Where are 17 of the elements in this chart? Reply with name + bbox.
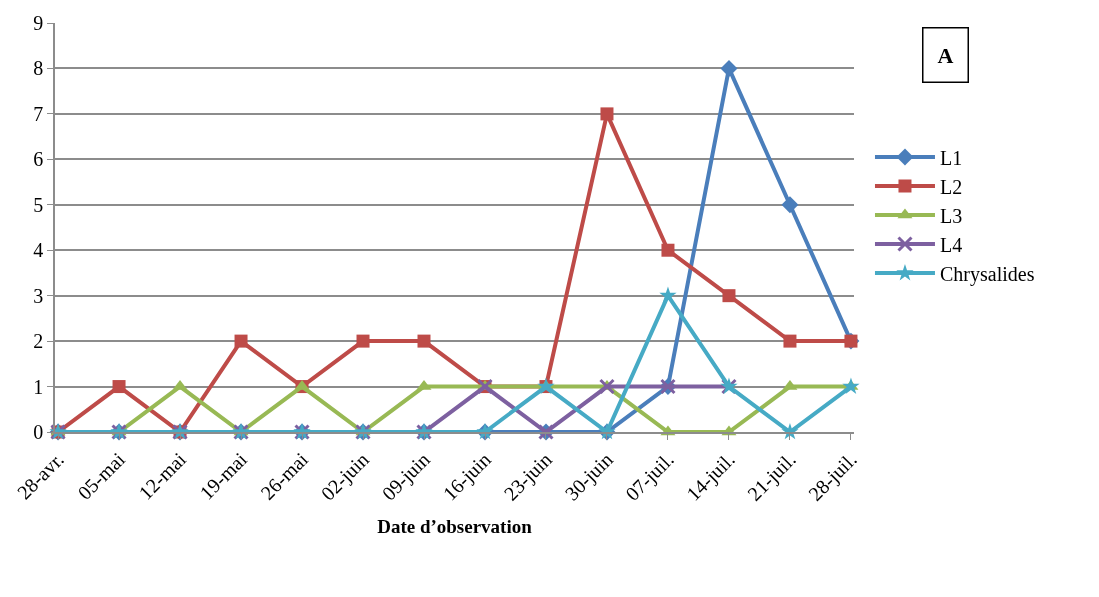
text: A: [937, 42, 954, 68]
legend-label: Chrysalides: [939, 262, 1035, 286]
y-tick-label: 0: [33, 421, 44, 443]
x-axis-title: Date d’observation: [377, 515, 533, 537]
y-tick-label: 1: [33, 375, 44, 398]
y-tick-label: 5: [33, 193, 44, 216]
y-tick-label: 8: [33, 57, 44, 80]
y-tick-label: 7: [33, 102, 44, 125]
y-tick-label: 9: [33, 12, 44, 34]
legend-label: L1: [939, 146, 963, 169]
y-tick-label: 6: [33, 148, 44, 171]
legend-label: L4: [939, 233, 963, 256]
y-tick-label: 2: [33, 330, 44, 353]
y-tick-label: 4: [33, 239, 44, 262]
legend-label: L3: [939, 204, 963, 227]
legend-label: L2: [939, 175, 963, 198]
y-tick-label: 3: [33, 284, 44, 307]
